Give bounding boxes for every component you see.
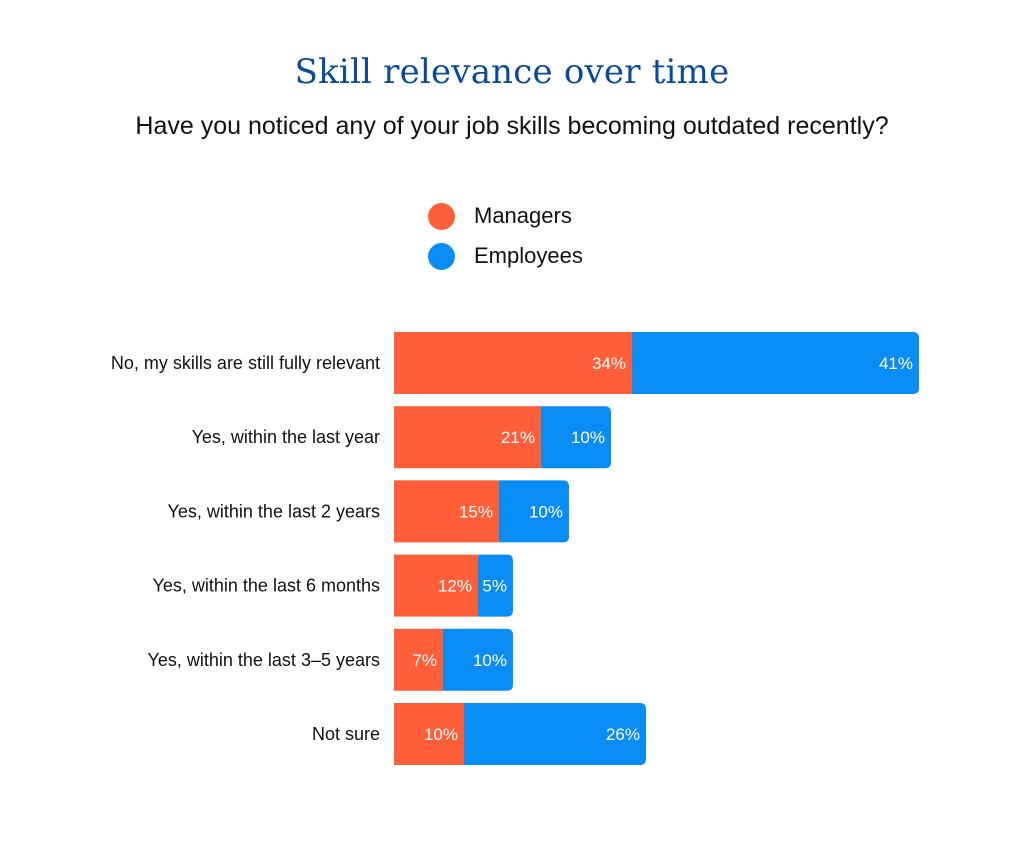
legend-item-managers: Managers: [428, 196, 583, 236]
bar-segment-managers: [394, 332, 632, 394]
legend-swatch-employees: [428, 242, 455, 270]
bar-segment-employees: [632, 332, 919, 394]
bar-segment-managers: [394, 480, 499, 543]
value-label: 10%: [424, 725, 458, 744]
bar-segment-employees: [499, 480, 569, 543]
category-label: Yes, within the last 2 years: [168, 501, 380, 521]
value-label: 10%: [473, 651, 507, 670]
bar-segment-employees: [464, 703, 646, 765]
bar-segment-managers: [394, 554, 478, 617]
chart-title: Skill relevance over time: [294, 52, 730, 92]
value-label: 26%: [606, 725, 640, 744]
legend: Managers Employees: [428, 196, 583, 276]
value-label: 10%: [529, 502, 563, 521]
value-label: 10%: [571, 428, 605, 447]
value-label: 15%: [459, 502, 493, 521]
bar-segment-managers: [394, 628, 443, 691]
bar-segment-employees: [541, 406, 611, 469]
bar-row: Yes, within the last 3–5 years 7% 10%: [148, 628, 513, 691]
value-label: 21%: [501, 428, 535, 447]
category-label: No, my skills are still fully relevant: [111, 353, 380, 373]
category-label: Yes, within the last 6 months: [153, 576, 380, 596]
legend-swatch-managers: [428, 202, 455, 230]
bar-row: Yes, within the last 2 years 15% 10%: [168, 480, 569, 543]
value-label: 5%: [482, 577, 507, 596]
bar-segment-managers: [394, 406, 541, 469]
bar-row: No, my skills are still fully relevant 34…: [111, 332, 919, 394]
value-label: 7%: [412, 651, 437, 670]
legend-item-employees: Employees: [428, 236, 583, 276]
legend-label-employees: Employees: [474, 243, 583, 268]
category-label: Not sure: [312, 724, 380, 744]
chart-subtitle: Have you noticed any of your job skills …: [135, 112, 889, 140]
category-label: Yes, within the last year: [192, 427, 380, 447]
value-label: 12%: [438, 577, 472, 596]
value-label: 41%: [879, 354, 913, 373]
bar-row: Yes, within the last year 21% 10%: [192, 406, 611, 469]
value-label: 34%: [592, 354, 626, 373]
category-label: Yes, within the last 3–5 years: [148, 650, 380, 670]
bar-segment-managers: [394, 703, 464, 765]
bar-segment-employees: [478, 554, 513, 617]
bar-row: Yes, within the last 6 months 12% 5%: [153, 554, 513, 617]
legend-label-managers: Managers: [474, 203, 572, 228]
bar-row: Not sure 10% 26%: [312, 703, 646, 765]
bar-segment-employees: [443, 628, 513, 691]
